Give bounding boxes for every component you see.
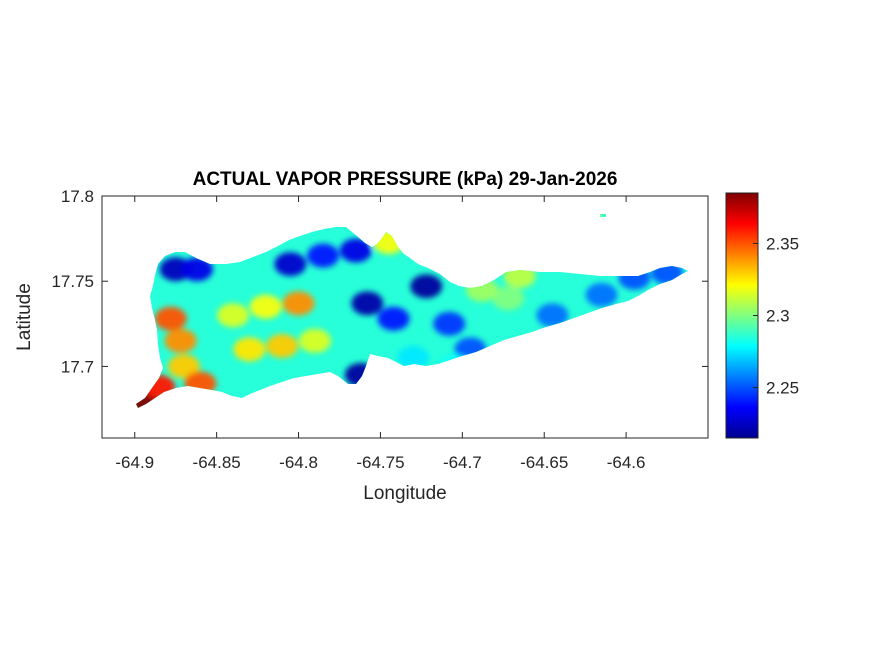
- colorbar-gradient: [725, 192, 759, 439]
- hotspot-12: [585, 282, 618, 307]
- hotspot-5: [351, 291, 384, 316]
- hotspot-4: [339, 238, 372, 263]
- hotspot-7: [410, 274, 443, 299]
- x-tick-label: -64.85: [193, 453, 241, 472]
- colorbar-tick-label: 2.35: [766, 234, 799, 253]
- x-tick-label: -64.65: [520, 453, 568, 472]
- y-axis-label: Latitude: [14, 283, 35, 351]
- y-tick-label: 17.7: [61, 357, 94, 376]
- hotspot-11: [536, 303, 569, 328]
- hotspot-26: [298, 328, 331, 353]
- hotspot-16: [164, 328, 197, 353]
- hotspot-25: [217, 303, 250, 328]
- y-tick-label: 17.8: [61, 187, 94, 206]
- x-tick-label: -64.75: [356, 453, 404, 472]
- hotspot-28: [492, 286, 525, 311]
- plot-frame: [101, 195, 709, 439]
- x-axis-label: Longitude: [363, 483, 446, 504]
- hotspot-6: [377, 306, 410, 331]
- colorbar-tick-label: 2.3: [766, 307, 790, 326]
- hotspot-33: [397, 345, 430, 370]
- hotspot-8: [433, 311, 466, 336]
- hotspot-17: [167, 354, 200, 379]
- x-tick-label: -64.7: [443, 453, 482, 472]
- y-tick-label: 17.75: [51, 272, 94, 291]
- hotspot-2: [274, 252, 307, 277]
- hotspot-15: [154, 306, 187, 331]
- colorbar: 2.25 2.3 2.35: [725, 192, 799, 439]
- hotspot-1: [180, 257, 213, 282]
- hotspot-24: [249, 294, 282, 319]
- hotspot-21: [282, 291, 315, 316]
- x-tick-label: -64.8: [279, 453, 318, 472]
- x-tick-label: -64.9: [115, 453, 154, 472]
- hotspot-23: [266, 333, 299, 358]
- hotspot-22: [233, 337, 266, 362]
- colorbar-tick-label: 2.25: [766, 379, 799, 398]
- hotspot-3: [307, 243, 340, 268]
- chart-title: ACTUAL VAPOR PRESSURE (kPa) 29-Jan-2026: [193, 169, 618, 190]
- x-tick-label: -64.6: [607, 453, 646, 472]
